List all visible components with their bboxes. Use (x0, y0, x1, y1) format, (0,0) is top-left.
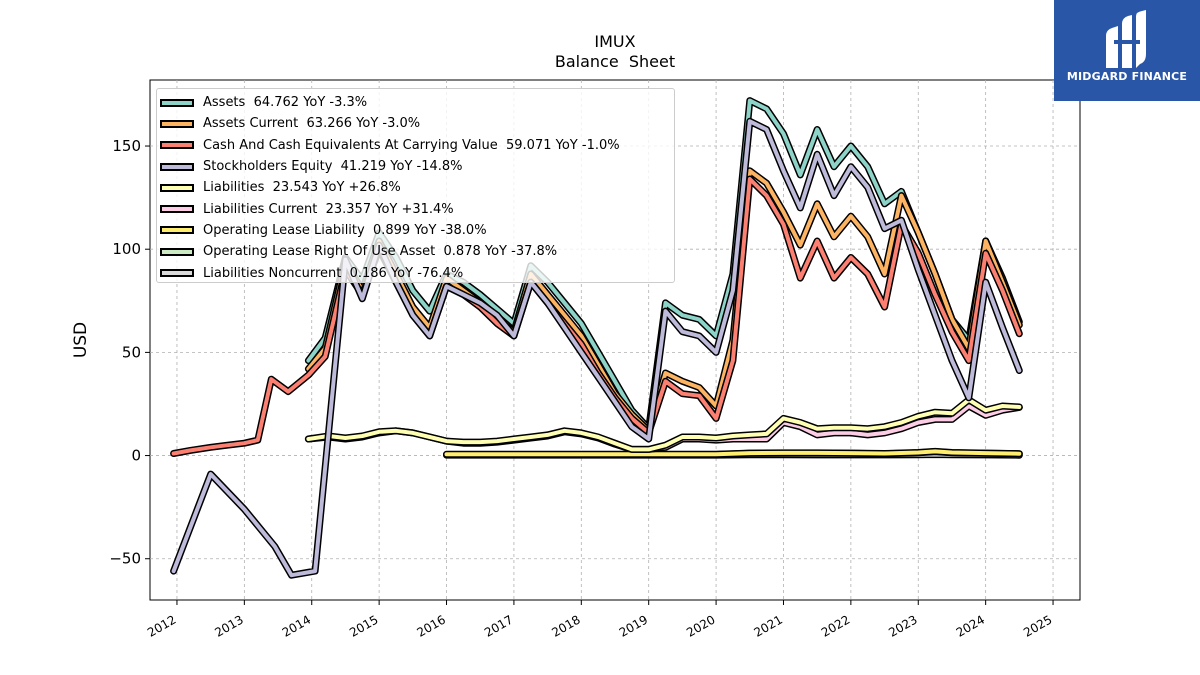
legend-label: Cash And Cash Equivalents At Carrying Va… (203, 137, 620, 153)
x-tick-label: 2023 (886, 612, 919, 639)
legend-label: Assets 64.762 YoY -3.3% (203, 95, 368, 111)
y-tick-label: −50 (109, 550, 141, 568)
series-assets (304, 97, 1023, 433)
x-tick-label: 2013 (212, 612, 245, 639)
midgard-logo-icon (1106, 10, 1146, 68)
legend-swatch (160, 119, 194, 128)
series-line (444, 449, 1022, 457)
series-liabilities (304, 396, 1023, 453)
x-tick-label: 2018 (549, 612, 582, 639)
legend-label: Liabilities 23.543 YoY +26.8% (203, 180, 401, 196)
brand-name: MIDGARD FINANCE (1066, 70, 1188, 83)
chart-legend: Assets 64.762 YoY -3.3% Assets Current 63… (156, 88, 675, 283)
y-tick-label: 100 (112, 240, 141, 258)
y-tick-label: 0 (131, 447, 141, 465)
legend-item: Liabilities Noncurrent 0.186 YoY -76.4% (157, 262, 674, 283)
chart-title: IMUX (594, 32, 635, 51)
legend-swatch (160, 183, 194, 192)
legend-swatch (160, 205, 194, 214)
x-tick-label: 2024 (954, 612, 987, 639)
legend-item: Assets Current 63.266 YoY -3.0% (157, 113, 674, 134)
legend-item: Liabilities 23.543 YoY +26.8% (157, 177, 674, 198)
x-tick-label: 2021 (752, 612, 785, 639)
x-tick-label: 2019 (617, 612, 650, 639)
series-operating-lease-liability (443, 447, 1023, 458)
y-axis-label: USD (71, 322, 91, 358)
legend-item: Cash And Cash Equivalents At Carrying Va… (157, 135, 674, 156)
x-tick-label: 2020 (684, 612, 717, 639)
legend-swatch (160, 226, 194, 235)
x-tick-label: 2016 (415, 612, 448, 639)
x-tick-label: 2015 (347, 612, 380, 639)
legend-swatch (160, 269, 194, 278)
plot-area (149, 79, 1081, 601)
legend-label: Liabilities Current 23.357 YoY +31.4% (203, 201, 454, 217)
x-tick-label: 2014 (280, 612, 313, 639)
series-line (306, 397, 1022, 452)
legend-swatch (160, 98, 194, 107)
series-line (306, 98, 1022, 431)
legend-label: Assets Current 63.266 YoY -3.0% (203, 116, 421, 132)
legend-label: Operating Lease Right Of Use Asset 0.878… (203, 244, 558, 260)
legend-swatch (160, 247, 194, 256)
brand-logo: MIDGARD FINANCE (1054, 0, 1200, 101)
chart-subtitle: Balance Sheet (555, 52, 675, 71)
x-tick-label: 2022 (819, 612, 852, 639)
series-lines (170, 97, 1023, 579)
legend-item: Operating Lease Right Of Use Asset 0.878… (157, 241, 674, 262)
y-tick-label: 150 (112, 137, 141, 155)
legend-item: Liabilities Current 23.357 YoY +31.4% (157, 198, 674, 219)
legend-swatch (160, 162, 194, 171)
legend-item: Operating Lease Liability 0.899 YoY -38.… (157, 220, 674, 241)
x-tick-label: 2017 (482, 612, 515, 639)
legend-item: Assets 64.762 YoY -3.3% (157, 92, 674, 113)
legend-label: Liabilities Noncurrent 0.186 YoY -76.4% (203, 265, 464, 281)
x-tick-label: 2025 (1021, 612, 1054, 639)
y-tick-label: 50 (122, 343, 141, 361)
x-tick-label: 2012 (145, 612, 178, 639)
legend-item: Stockholders Equity 41.219 YoY -14.8% (157, 156, 674, 177)
legend-label: Operating Lease Liability 0.899 YoY -38.… (203, 222, 487, 238)
legend-label: Stockholders Equity 41.219 YoY -14.8% (203, 159, 463, 175)
legend-swatch (160, 141, 194, 150)
